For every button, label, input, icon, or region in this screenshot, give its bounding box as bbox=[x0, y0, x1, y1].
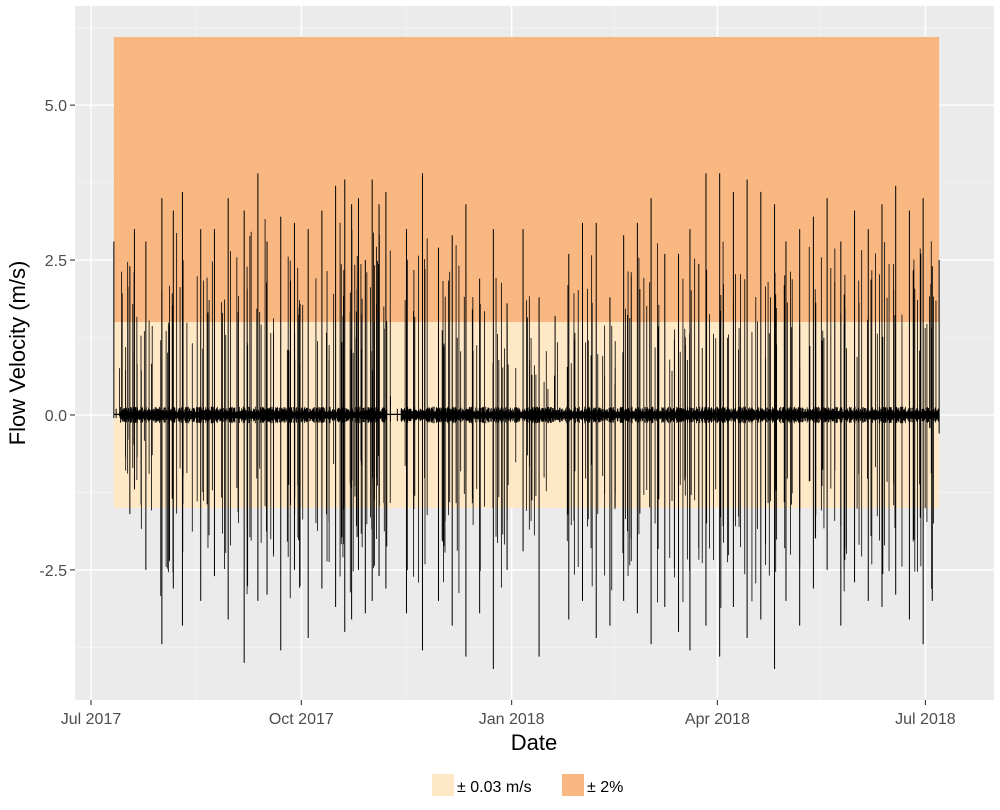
x-tick-label: Oct 2017 bbox=[269, 711, 334, 728]
y-tick-label: 0.0 bbox=[45, 408, 67, 425]
legend-label-accuracy-band: ± 0.03 m/s bbox=[457, 779, 532, 796]
x-tick-label: Jan 2018 bbox=[479, 711, 545, 728]
percent-band bbox=[113, 36, 940, 323]
velocity-series bbox=[113, 173, 940, 670]
legend-label-percent-band: ± 2% bbox=[587, 779, 623, 796]
y-axis-title: Flow Velocity (m/s) bbox=[5, 261, 30, 446]
y-tick-label: 5.0 bbox=[45, 98, 67, 115]
legend: ± 0.03 m/s ± 2% bbox=[432, 774, 623, 796]
y-axis-ticks: -2.5 0.0 2.5 5.0 bbox=[39, 98, 75, 580]
legend-key-percent-band bbox=[562, 774, 584, 796]
x-axis-ticks: Jul 2017 Oct 2017 Jan 2018 Apr 2018 Jul 2018 bbox=[61, 700, 956, 728]
y-tick-label: 2.5 bbox=[45, 253, 67, 270]
x-tick-label: Jul 2017 bbox=[61, 711, 122, 728]
x-axis-title: Date bbox=[511, 730, 557, 755]
y-tick-label: -2.5 bbox=[39, 563, 67, 580]
legend-key-accuracy-band bbox=[432, 774, 454, 796]
x-tick-label: Jul 2018 bbox=[895, 711, 956, 728]
x-tick-label: Apr 2018 bbox=[685, 711, 750, 728]
